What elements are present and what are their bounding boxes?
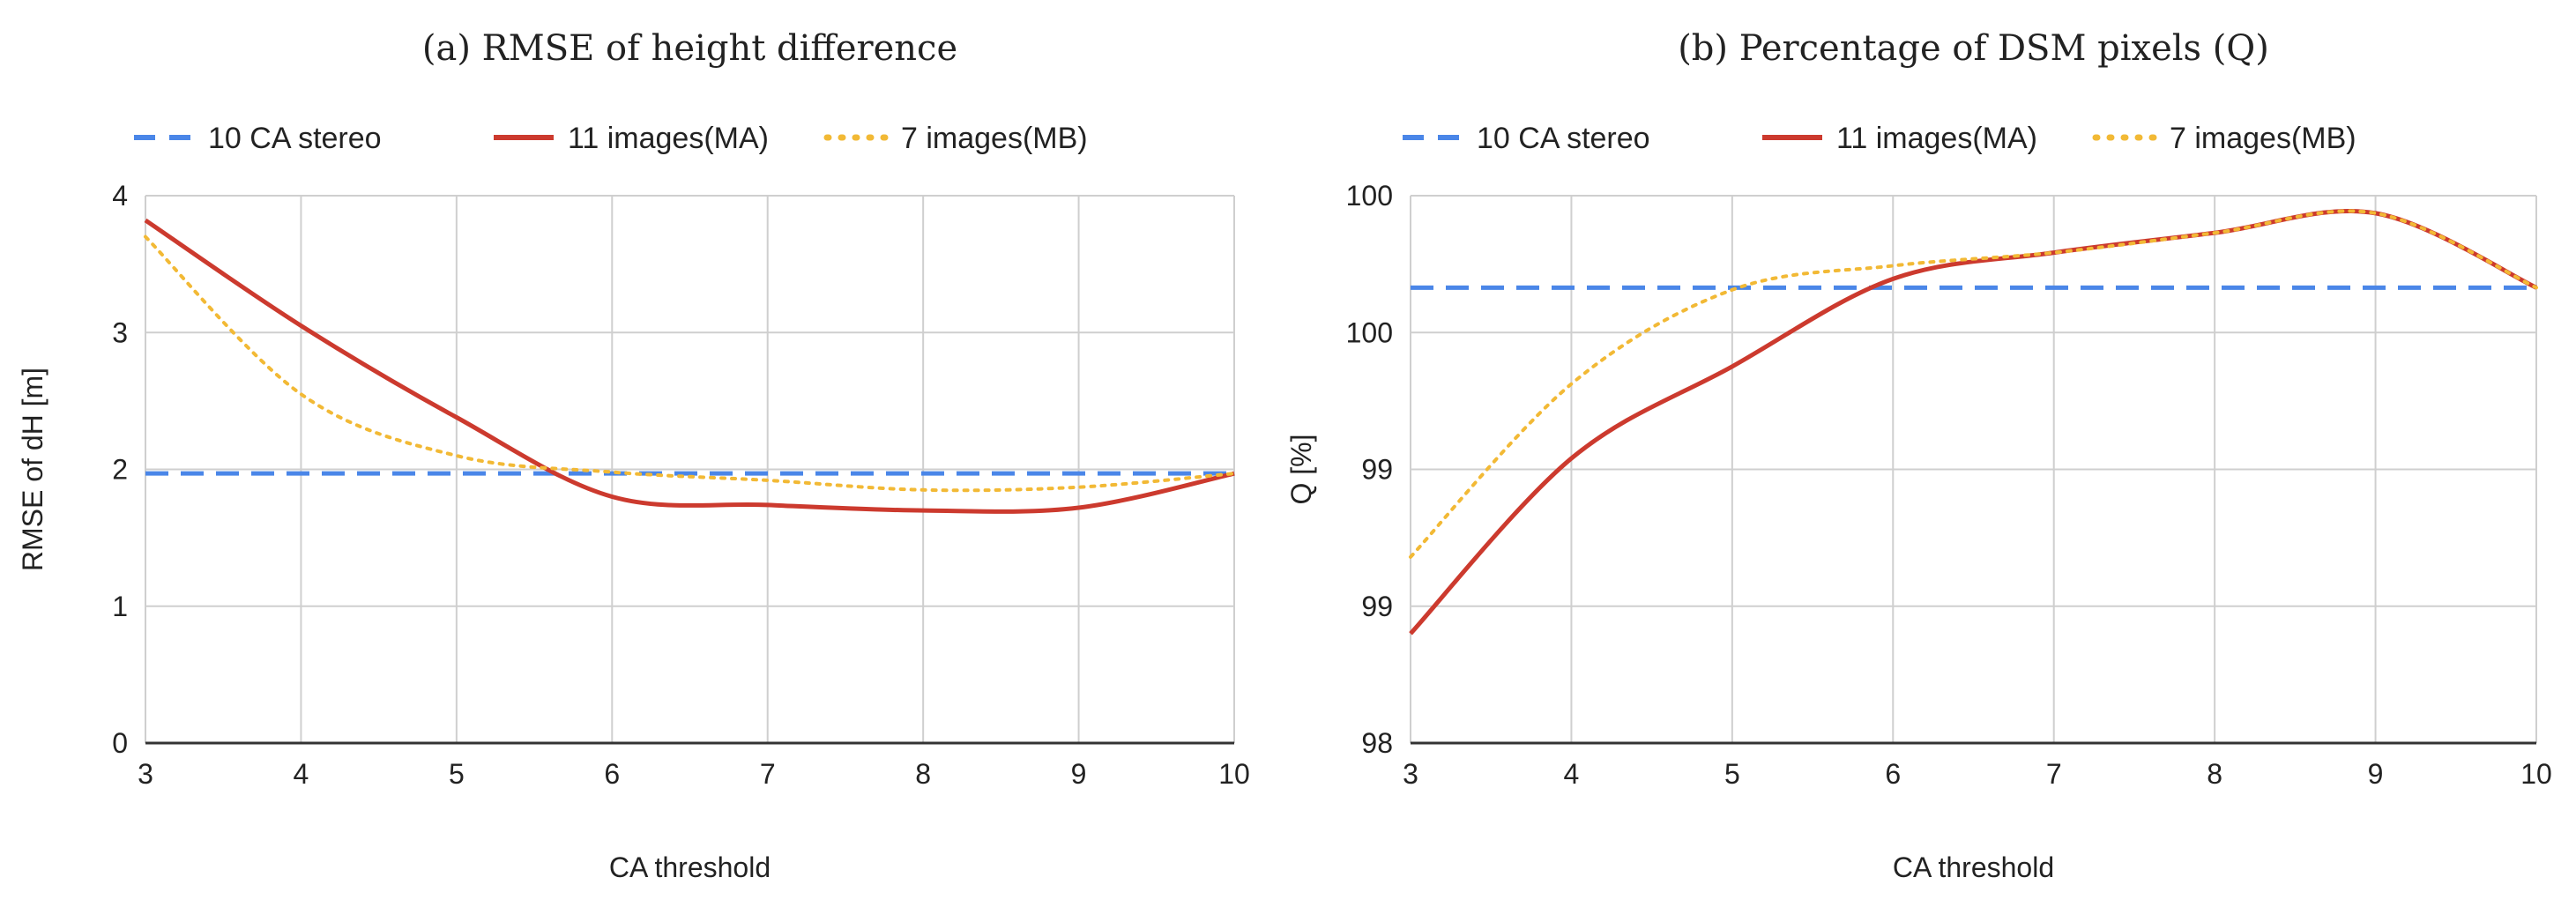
x-axis-label: CA threshold <box>1893 851 2054 883</box>
series-line-11-images-ma- <box>144 218 1235 514</box>
legend-label: 10 CA stereo <box>208 122 382 155</box>
x-tick-label: 4 <box>294 758 309 790</box>
chart-panel-a: (a) RMSE of height difference 10 CA stere… <box>17 28 1250 883</box>
series-line-11-images-ma- <box>1409 208 2538 636</box>
legend-label: 7 images(MB) <box>2170 122 2356 155</box>
x-tick-label: 5 <box>1724 758 1740 790</box>
x-tick-label: 3 <box>138 758 153 790</box>
x-tick-label: 6 <box>604 758 620 790</box>
x-tick-label: 6 <box>1885 758 1901 790</box>
x-tick-label: 10 <box>2520 758 2552 790</box>
chart-title: (a) RMSE of height difference <box>422 28 957 69</box>
x-tick-label: 3 <box>1403 758 1418 790</box>
x-tick-label: 9 <box>1071 758 1087 790</box>
legend-label: 7 images(MB) <box>901 122 1088 155</box>
y-tick-label: 1 <box>112 591 128 622</box>
chart-panel-b: (b) Percentage of DSM pixels (Q) 10 CA st… <box>1285 28 2552 883</box>
y-axis-label: Q [%] <box>1285 434 1317 504</box>
x-tick-label: 5 <box>449 758 465 790</box>
y-tick-label: 3 <box>112 316 128 348</box>
y-tick-label: 100 <box>1346 316 1393 348</box>
x-tick-label: 7 <box>760 758 776 790</box>
series-line-7-images-mb- <box>1409 209 2538 559</box>
y-tick-label: 98 <box>1361 727 1393 759</box>
y-tick-label: 99 <box>1361 454 1393 486</box>
x-axis-label: CA threshold <box>609 851 771 883</box>
y-axis-label: RMSE of dH [m] <box>17 368 48 571</box>
x-tick-label: 7 <box>2046 758 2062 790</box>
x-tick-label: 10 <box>1218 758 1250 790</box>
y-tick-label: 4 <box>112 180 128 212</box>
y-tick-label: 100 <box>1346 180 1393 212</box>
y-tick-label: 2 <box>112 454 128 486</box>
x-tick-label: 8 <box>2207 758 2222 790</box>
x-tick-label: 9 <box>2368 758 2384 790</box>
x-tick-label: 4 <box>1564 758 1580 790</box>
x-tick-label: 8 <box>915 758 931 790</box>
series-line-7-images-mb- <box>144 234 1236 493</box>
y-tick-label: 99 <box>1361 591 1393 622</box>
legend-label: 10 CA stereo <box>1477 122 1650 155</box>
legend-label: 11 images(MA) <box>568 122 769 155</box>
chart-title: (b) Percentage of DSM pixels (Q) <box>1678 28 2269 69</box>
legend-label: 11 images(MA) <box>1836 122 2037 155</box>
y-tick-label: 0 <box>112 727 128 759</box>
